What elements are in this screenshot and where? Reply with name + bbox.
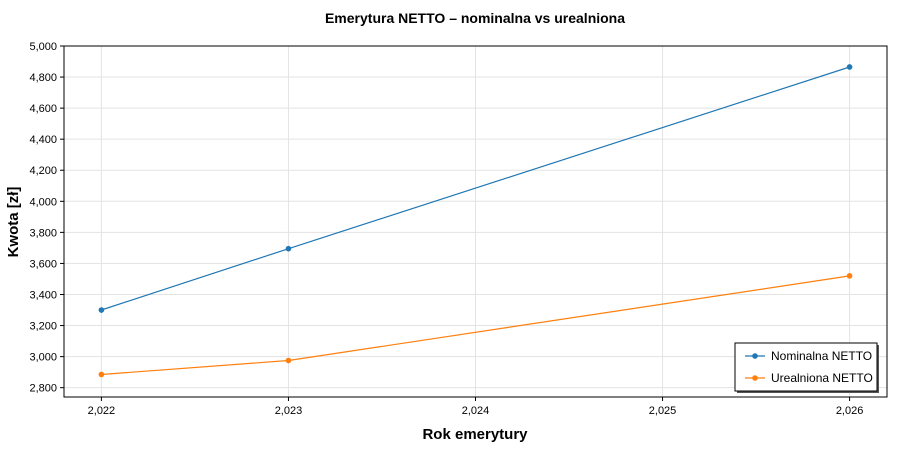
x-tick-label: 2,024 [462,405,490,417]
x-tick-label: 2,022 [88,405,116,417]
legend-marker [752,353,758,359]
data-point [285,357,292,364]
ticks: 2,022 2,023 2,024 2,025 2,026 2,800 3,000 3,200… [29,41,863,417]
y-tick-label: 3,800 [29,227,57,239]
y-tick-label: 3,600 [29,258,57,270]
data-point [98,307,105,313]
legend-label: Nominalna NETTO [771,349,872,363]
chart-title: Emerytura NETTO – nominalna vs urealnion… [325,10,625,26]
x-tick-label: 2,025 [649,405,677,417]
y-tick-label: 4,800 [29,72,57,84]
y-tick-label: 4,000 [29,196,57,208]
y-tick-label: 3,200 [29,321,57,333]
data-point [285,245,292,252]
series-layer [98,64,853,378]
data-point [98,371,105,378]
legend-label: Urealniona NETTO [771,371,873,385]
x-axis-label: Rok emerytury [422,426,528,443]
y-tick-label: 5,000 [29,41,57,53]
data-point [846,273,853,279]
y-axis-label: Kwota [zł] [5,187,22,258]
x-tick-label: 2,026 [836,405,864,417]
y-tick-label: 3,400 [29,289,57,301]
y-tick-label: 4,400 [29,134,57,146]
y-tick-label: 3,000 [29,352,57,364]
y-tick-label: 4,200 [29,165,57,177]
data-point [846,64,853,70]
x-tick-label: 2,023 [275,405,303,417]
legend-marker [752,375,758,381]
y-tick-label: 2,800 [29,383,57,395]
legend-box [734,342,878,392]
legend: Nominalna NETTO Urealniona NETTO [734,342,879,393]
y-tick-label: 4,600 [29,103,57,115]
